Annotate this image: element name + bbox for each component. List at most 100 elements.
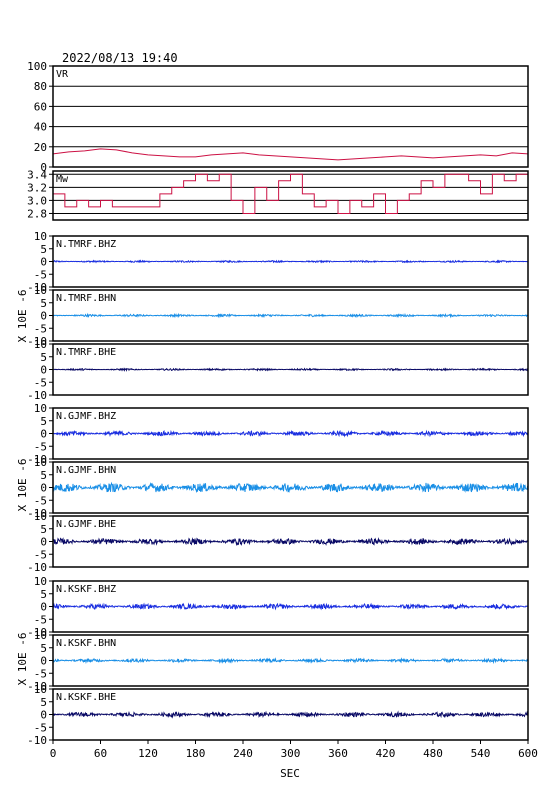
y-tick-label: 0 [40, 536, 47, 549]
y-tick-label: 0 [40, 482, 47, 495]
y-tick-label: 0 [40, 256, 47, 269]
y-tick-label: 5 [40, 696, 47, 709]
y-tick-label: -10 [27, 335, 47, 348]
y-tick-label: 0 [40, 310, 47, 323]
y-tick-label: 5 [40, 351, 47, 364]
panel-label: VR [56, 69, 69, 80]
y-tick-label: 10 [34, 284, 47, 297]
y-tick-label: 5 [40, 523, 47, 536]
y-tick-label: 0 [40, 655, 47, 668]
y-tick-label: 10 [34, 230, 47, 243]
y-tick-label: 2.8 [27, 207, 47, 220]
x-tick-label: 60 [94, 747, 107, 760]
y-tick-label: -5 [34, 268, 47, 281]
panel-label: N.GJMF.BHN [56, 465, 116, 476]
panel-label: N.TMRF.BHZ [56, 239, 116, 250]
y-tick-label: 5 [40, 297, 47, 310]
y-tick-label: -5 [34, 494, 47, 507]
y-tick-label: 20 [34, 141, 47, 154]
x-tick-label: 180 [186, 747, 206, 760]
y-tick-label: -5 [34, 548, 47, 561]
panel-stack: VR020406080100Mw2.83.03.23.4N.TMRF.BHZ-1… [27, 60, 529, 747]
y-unit-label: X 10E -6 [16, 459, 29, 512]
x-tick-label: 540 [471, 747, 491, 760]
kskf-bhz-waveform [52, 602, 529, 611]
panel-label: Mw [56, 174, 69, 185]
x-axis-label: SEC [280, 767, 300, 780]
y-tick-label: -5 [34, 440, 47, 453]
y-tick-label: -10 [27, 281, 47, 294]
y-tick-label: 10 [34, 575, 47, 588]
y-tick-label: 10 [34, 456, 47, 469]
x-tick-label: 600 [518, 747, 538, 760]
y-tick-label: 5 [40, 469, 47, 482]
x-tick-label: 240 [233, 747, 253, 760]
y-tick-label: -5 [34, 322, 47, 335]
y-tick-label: -10 [27, 389, 47, 402]
gjmf-bhe-waveform [52, 537, 529, 547]
y-tick-label: 10 [34, 510, 47, 523]
y-unit-label: X 10E -6 [16, 633, 29, 686]
mw-series-line [53, 173, 528, 214]
x-tick-label: 0 [50, 747, 57, 760]
x-tick-label: 360 [328, 747, 348, 760]
y-tick-label: 80 [34, 80, 47, 93]
y-tick-label: -10 [27, 734, 47, 747]
y-tick-label: 5 [40, 415, 47, 428]
panel-label: N.GJMF.BHZ [56, 411, 116, 422]
y-tick-label: 5 [40, 642, 47, 655]
x-tick-label: 480 [423, 747, 443, 760]
y-tick-label: 10 [34, 338, 47, 351]
panel-label: N.GJMF.BHE [56, 519, 116, 530]
y-tick-label: 3.2 [27, 181, 47, 194]
y-tick-label: -10 [27, 507, 47, 520]
y-tick-label: -5 [34, 667, 47, 680]
x-tick-label: 420 [376, 747, 396, 760]
y-tick-label: 10 [34, 402, 47, 415]
panel-frame [52, 170, 529, 221]
gjmf-bhn-waveform [52, 481, 529, 494]
panel-label: N.KSKF.BHZ [56, 584, 116, 595]
y-tick-label: -10 [27, 626, 47, 639]
panel-mw: Mw 2.83.03.23.4 [27, 168, 529, 221]
y-tick-label: -5 [34, 721, 47, 734]
y-tick-label: -10 [27, 561, 47, 574]
y-unit-label: X 10E -6 [16, 290, 29, 343]
vr-series-line [52, 148, 529, 161]
y-tick-label: -5 [34, 376, 47, 389]
y-tick-label: 0 [40, 364, 47, 377]
tmrf-bhn-waveform [52, 312, 529, 319]
y-tick-label: 10 [34, 683, 47, 696]
x-axis-ticks: 0 60 120 180 240 300 360 420 480 540 600 [50, 740, 538, 760]
panel-label: N.TMRF.BHN [56, 293, 116, 304]
panel-frame [52, 65, 529, 168]
y-tick-label: 3.4 [27, 168, 47, 181]
tmrf-bhz-waveform [52, 259, 529, 264]
y-tick-label: 60 [34, 100, 47, 113]
y-tick-label: 5 [40, 243, 47, 256]
y-tick-label: 0 [40, 601, 47, 614]
y-tick-label: 0 [40, 709, 47, 722]
panel-label: N.TMRF.BHE [56, 347, 116, 358]
tmrf-bhe-waveform [52, 367, 529, 372]
x-tick-label: 300 [281, 747, 301, 760]
y-tick-label: 10 [34, 629, 47, 642]
y-tick-label: 100 [27, 60, 47, 73]
kskf-bhn-waveform [52, 657, 529, 665]
y-tick-label: 0 [40, 161, 47, 174]
y-tick-label: -5 [34, 613, 47, 626]
panel-vr: VR 0 20 40 60 80 100 [27, 60, 529, 174]
panel-label: N.KSKF.BHN [56, 638, 116, 649]
figure-title: 2022/08/13 19:40 [62, 51, 178, 65]
